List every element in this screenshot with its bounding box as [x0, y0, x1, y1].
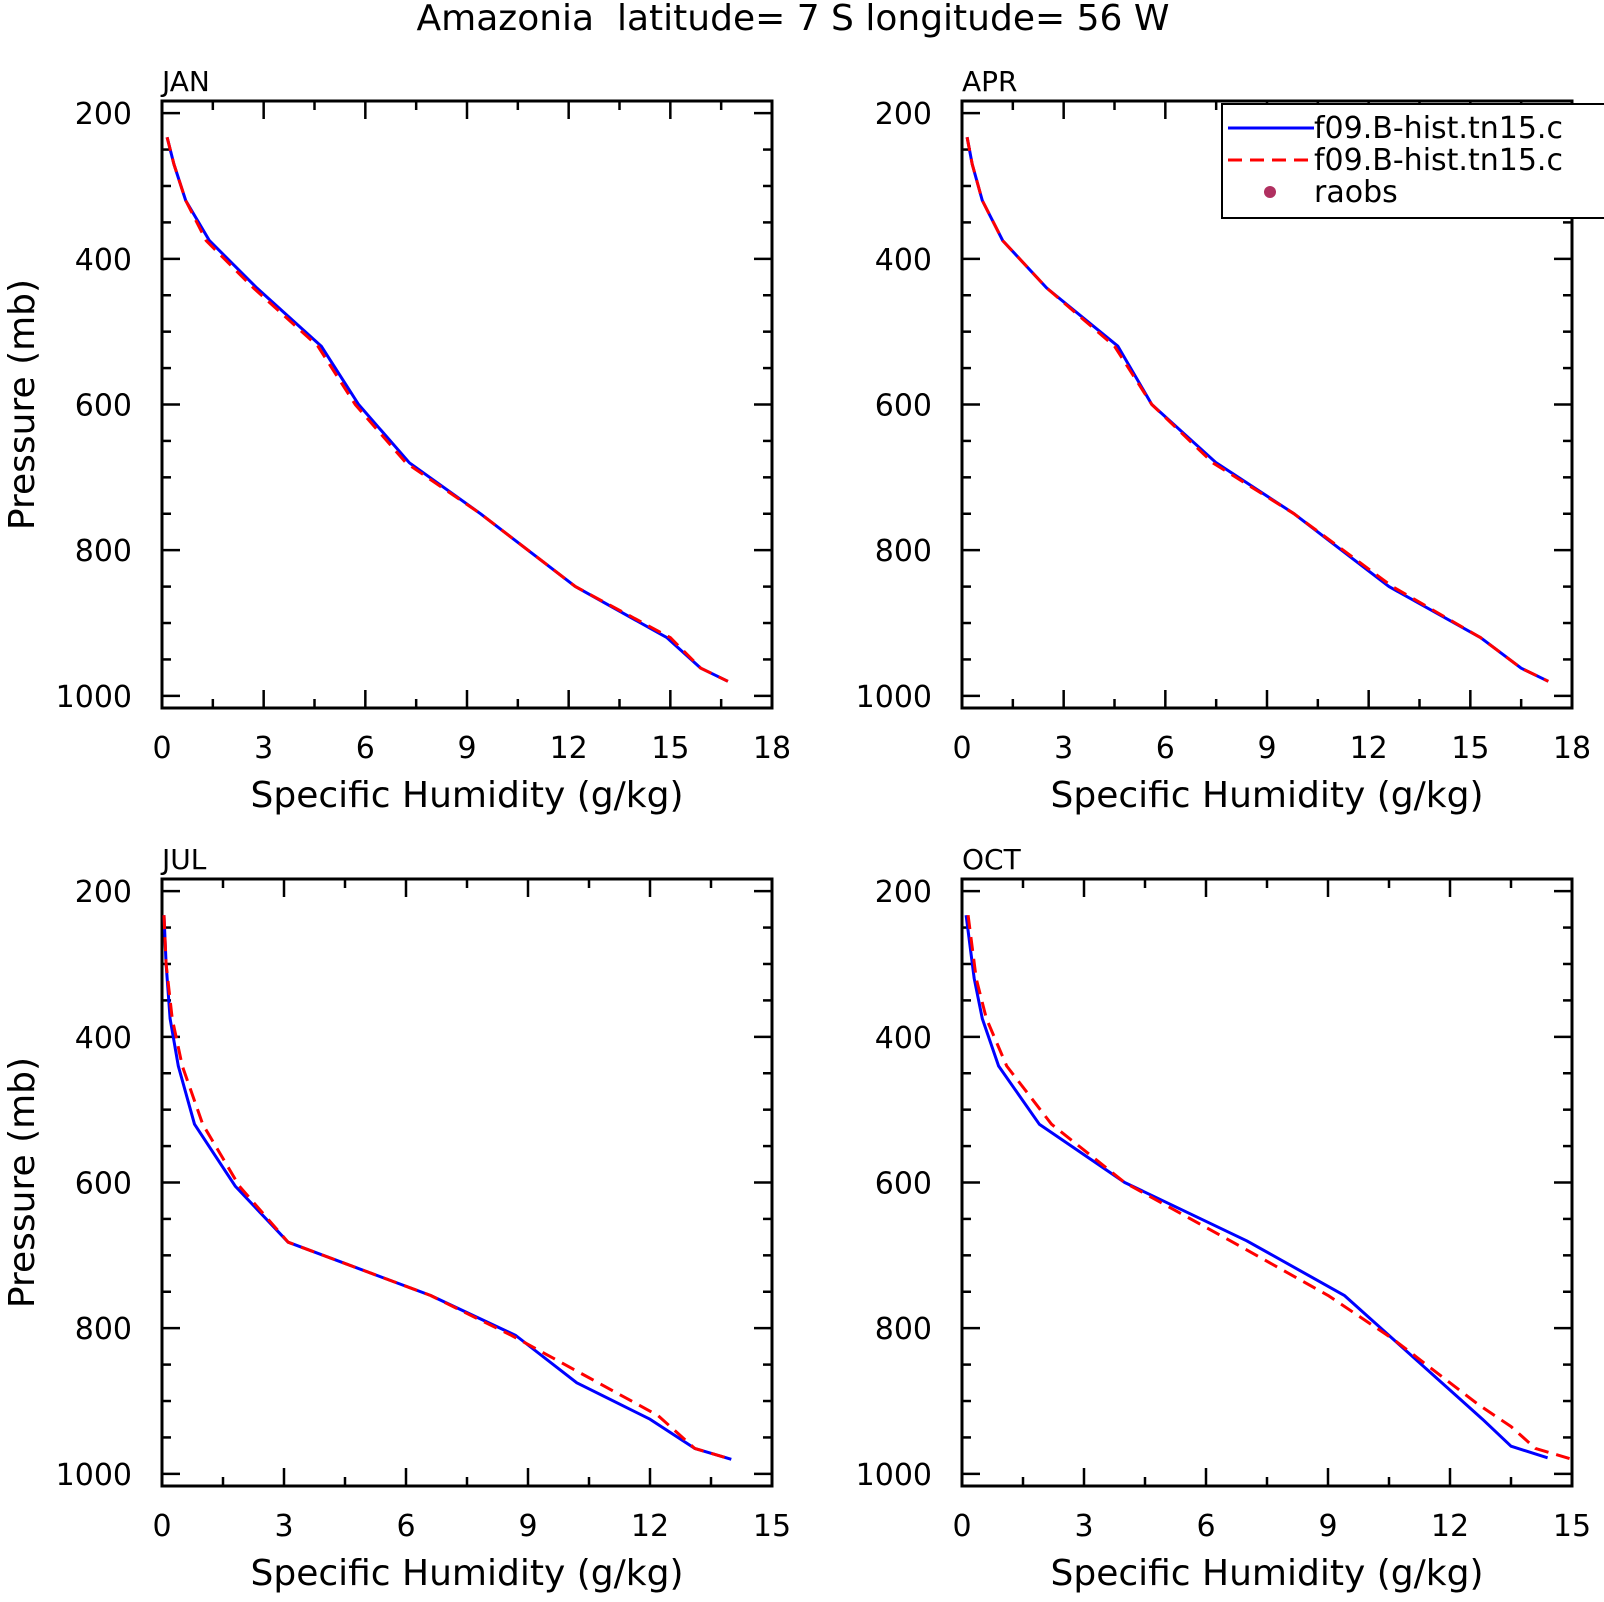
- y-tick-label: 800: [875, 534, 932, 569]
- y-tick-label: 1000: [56, 1458, 132, 1493]
- x-tick-label: 9: [1318, 1509, 1337, 1544]
- y-tick-label: 400: [75, 243, 132, 278]
- y-tick-label: 800: [75, 1312, 132, 1347]
- x-tick-label: 0: [952, 1509, 971, 1544]
- x-tick-label: 15: [753, 1509, 791, 1544]
- y-tick-label: 600: [875, 389, 932, 424]
- x-tick-label: 0: [952, 731, 971, 766]
- x-tick-label: 0: [152, 731, 171, 766]
- panel-apr: APR 0 3 6 9 12 15 18 200 400 600 800 1000 Specific Hu…: [856, 65, 1591, 816]
- y-axis-label: Pressure (mb): [2, 279, 43, 530]
- y-tick-label: 800: [875, 1312, 932, 1347]
- y-tick-label: 1000: [56, 680, 132, 715]
- x-tick-label: 3: [254, 731, 273, 766]
- y-tick-label: 600: [75, 1167, 132, 1202]
- series-line-2: [965, 136, 1549, 683]
- x-tick-label: 18: [753, 731, 791, 766]
- x-axis-label: Specific Humidity (g/kg): [1050, 775, 1483, 816]
- x-tick-label: 15: [1553, 1509, 1591, 1544]
- y-tick-label: 200: [75, 875, 132, 910]
- x-tick-label: 3: [1074, 1509, 1093, 1544]
- x-tick-label: 6: [356, 731, 375, 766]
- x-tick-label: 18: [1553, 731, 1591, 766]
- y-tick-label: 1000: [856, 680, 932, 715]
- y-tick-label: 200: [75, 97, 132, 132]
- x-axis-label: Specific Humidity (g/kg): [250, 1553, 683, 1594]
- series-line-1: [165, 136, 729, 683]
- x-tick-label: 12: [550, 731, 588, 766]
- x-tick-label: 12: [631, 1509, 669, 1544]
- y-tick-label: 400: [875, 1021, 932, 1056]
- y-tick-label: 600: [875, 1167, 932, 1202]
- series-line-2: [966, 915, 1573, 1461]
- y-tick-label: 200: [875, 97, 932, 132]
- series-line-2: [165, 136, 729, 683]
- panel-label: APR: [962, 65, 1018, 98]
- series-line-2: [162, 915, 732, 1461]
- x-tick-label: 9: [1257, 731, 1276, 766]
- series-line-1: [162, 915, 732, 1461]
- panel-jul: JUL 0 3 6 9 12 15 200 400 600 800 1000 Specific Humi…: [2, 843, 791, 1594]
- panel-jan: JAN 0 3 6 9 12 15 18 200 400 600 800 1000 Specific Hu…: [2, 65, 791, 816]
- panel-label: OCT: [962, 843, 1022, 876]
- y-tick-label: 400: [75, 1021, 132, 1056]
- x-tick-label: 9: [518, 1509, 537, 1544]
- y-tick-label: 200: [875, 875, 932, 910]
- x-tick-label: 15: [651, 731, 689, 766]
- x-tick-label: 0: [152, 1509, 171, 1544]
- plot-frame: [160, 99, 774, 710]
- legend-label: f09.B-hist.tn15.c: [1314, 111, 1563, 146]
- legend-marker: [1264, 186, 1276, 198]
- y-tick-label: 600: [75, 389, 132, 424]
- panel-oct: OCT 0 3 6 9 12 15 200 400 600 800 1000 Specific Humi…: [856, 843, 1591, 1594]
- legend-label: f09.B-hist.tn15.c: [1314, 143, 1563, 178]
- y-tick-label: 800: [75, 534, 132, 569]
- y-tick-label: 400: [875, 243, 932, 278]
- x-tick-label: 6: [1156, 731, 1175, 766]
- chart-title: Amazonia latitude= 7 S longitude= 56 W: [417, 0, 1170, 39]
- x-tick-label: 15: [1451, 731, 1489, 766]
- y-tick-label: 1000: [856, 1458, 932, 1493]
- x-tick-label: 3: [1054, 731, 1073, 766]
- x-tick-label: 3: [274, 1509, 293, 1544]
- plot-frame: [960, 877, 1574, 1488]
- panel-label: JAN: [160, 65, 210, 98]
- y-axis-label: Pressure (mb): [2, 1057, 43, 1308]
- x-tick-label: 9: [457, 731, 476, 766]
- x-tick-label: 12: [1431, 1509, 1469, 1544]
- x-tick-label: 6: [1196, 1509, 1215, 1544]
- x-axis-label: Specific Humidity (g/kg): [250, 775, 683, 816]
- x-tick-label: 6: [396, 1509, 415, 1544]
- panel-label: JUL: [160, 843, 207, 876]
- x-tick-label: 12: [1350, 731, 1388, 766]
- x-axis-label: Specific Humidity (g/kg): [1050, 1553, 1483, 1594]
- plot-frame: [160, 877, 774, 1488]
- series-line-1: [964, 915, 1549, 1460]
- legend-label: raobs: [1314, 175, 1398, 210]
